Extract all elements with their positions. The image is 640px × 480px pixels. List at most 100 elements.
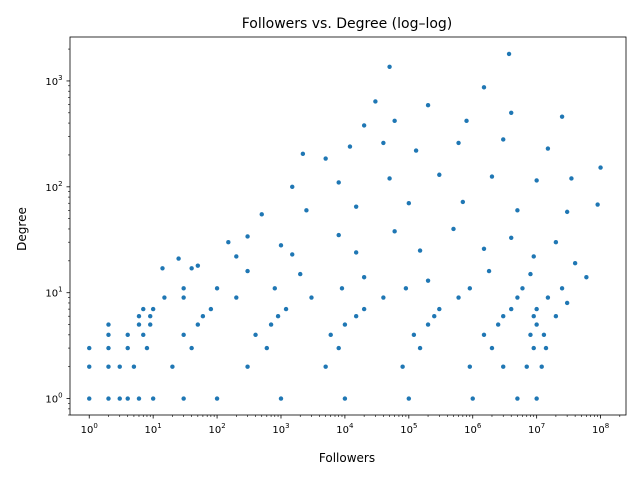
data-point: [278, 243, 284, 248]
data-point: [87, 396, 92, 401]
data-point: [234, 254, 239, 259]
data-point: [506, 51, 512, 57]
data-point: [144, 345, 150, 351]
data-point: [495, 322, 501, 327]
data-point: [125, 332, 130, 338]
data-point: [200, 314, 206, 319]
data-point: [150, 396, 156, 401]
data-point: [534, 322, 539, 327]
plot-frame: [69, 36, 627, 416]
data-point: [106, 364, 111, 369]
data-point: [392, 118, 397, 124]
data-point: [501, 314, 506, 319]
data-point: [264, 345, 270, 351]
data-point: [234, 295, 239, 300]
data-point: [501, 364, 506, 369]
x-tick-label: 107: [528, 422, 545, 436]
data-point: [336, 232, 341, 238]
data-point: [125, 345, 130, 351]
data-point: [208, 306, 214, 312]
data-point: [189, 266, 194, 271]
data-point: [528, 332, 533, 338]
data-point: [545, 146, 551, 151]
data-point: [353, 314, 359, 319]
data-point: [195, 263, 201, 268]
data-point: [553, 314, 559, 319]
data-point: [524, 364, 529, 369]
data-point: [534, 396, 539, 401]
data-point: [486, 268, 492, 274]
data-point: [598, 165, 603, 170]
data-point: [170, 364, 175, 369]
data-point: [176, 256, 181, 261]
data-point: [541, 332, 547, 338]
data-point: [489, 345, 495, 351]
data-point: [323, 364, 328, 369]
y-tick-label: 101: [45, 286, 62, 300]
data-point: [342, 396, 348, 401]
data-point: [381, 295, 386, 300]
data-point: [181, 295, 186, 300]
y-tick-label: 103: [45, 74, 62, 88]
data-point: [253, 332, 258, 338]
data-point: [136, 314, 142, 319]
data-point: [131, 364, 137, 369]
data-point: [106, 322, 111, 327]
data-point: [106, 345, 111, 351]
data-point: [298, 271, 303, 277]
data-point: [214, 396, 220, 401]
y-axis: 100 101 102 103: [45, 48, 70, 416]
chart-title: Followers vs. Degree (log–log): [242, 16, 453, 32]
data-point: [460, 199, 466, 205]
data-point: [353, 204, 359, 209]
data-point: [309, 295, 314, 300]
x-axis: 100 101 102 103 104 105 106 107 108: [81, 415, 621, 436]
data-point: [195, 322, 201, 327]
x-tick-label: 108: [592, 422, 609, 436]
data-point: [531, 314, 536, 319]
y-tick-label: 100: [45, 392, 62, 406]
data-point: [501, 137, 506, 142]
data-point: [437, 172, 442, 177]
data-point: [392, 229, 397, 234]
data-point: [417, 345, 423, 351]
data-point: [272, 286, 277, 291]
data-point: [87, 364, 92, 369]
data-point: [181, 286, 186, 291]
data-point: [336, 180, 341, 185]
data-point: [437, 306, 442, 312]
data-point: [531, 345, 536, 351]
data-point: [245, 234, 250, 239]
data-point: [509, 235, 514, 241]
data-point: [403, 286, 409, 291]
data-point: [559, 114, 565, 119]
data-point: [278, 396, 284, 401]
data-point: [543, 345, 549, 351]
data-point: [406, 201, 412, 206]
data-point: [300, 151, 306, 157]
data-point: [464, 118, 469, 124]
data-point: [117, 364, 122, 369]
data-point: [539, 364, 544, 369]
x-tick-label: 106: [464, 422, 482, 436]
data-point: [595, 202, 600, 207]
data-point: [361, 123, 367, 128]
data-point: [339, 286, 345, 291]
data-point: [283, 306, 289, 312]
data-point: [456, 140, 461, 146]
data-point: [181, 332, 186, 338]
data-point: [361, 306, 367, 312]
data-point: [373, 99, 378, 104]
y-axis-label: Degree: [15, 207, 29, 251]
x-tick-label: 102: [208, 422, 225, 436]
data-point: [489, 174, 495, 179]
data-point: [125, 396, 130, 401]
data-point: [148, 314, 153, 319]
data-point: [481, 332, 487, 338]
data-point: [361, 275, 367, 280]
data-point: [245, 364, 250, 369]
data-point: [245, 268, 250, 274]
data-point: [564, 209, 570, 215]
data-point: [559, 286, 565, 291]
